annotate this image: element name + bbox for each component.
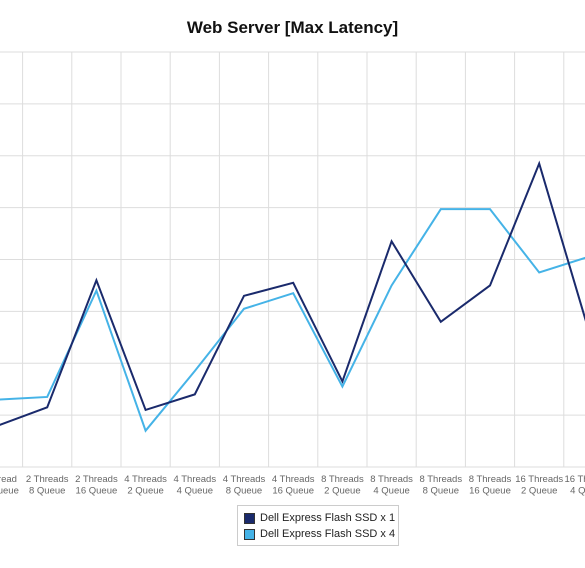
x-tick-label: 4 Threads 4 Queue — [173, 474, 216, 497]
x-tick-label-line: 4 Threads — [223, 474, 266, 485]
x-tick-label: 8 Threads 8 Queue — [419, 474, 462, 497]
series-line-1 — [0, 160, 585, 426]
x-tick-label-line: 8 Threads — [321, 474, 364, 485]
x-tick-label: 4 Threads 8 Queue — [223, 474, 266, 497]
x-tick-label-line: 16 Queue — [76, 486, 118, 497]
x-tick-label-line: 8 Queue — [29, 486, 65, 497]
x-tick-label-line: 2 Queue — [521, 486, 557, 497]
legend-swatch — [244, 512, 255, 524]
x-tick-label-line: 8 Threads — [370, 474, 413, 485]
x-tick-label: 4 Threads 16 Queue — [272, 474, 315, 497]
x-tick-label-line: 8 Queue — [226, 486, 262, 497]
gridlines — [0, 51, 585, 468]
legend-item: Dell Express Flash SSD x 1 — [244, 510, 396, 526]
x-tick-label: 8 Threads 16 Queue — [469, 474, 512, 497]
x-tick-label-line: 16 Queue — [469, 486, 511, 497]
x-tick-label-line: 4 Threads — [272, 474, 315, 485]
legend-label: Dell Express Flash SSD x 4 — [260, 528, 396, 540]
chart-title: Web Server [Max Latency] — [186, 18, 399, 37]
x-tick-label: 1 Thread16 Queue — [0, 474, 19, 497]
legend-item: Dell Express Flash SSD x 4 — [244, 526, 396, 542]
x-tick-label-line: 4 Threads — [124, 474, 167, 485]
x-tick-label-line: 2 Threads — [75, 474, 118, 485]
x-tick-label: 2 Threads 8 Queue — [26, 474, 69, 497]
x-tick-label-line: 2 Queue — [324, 486, 360, 497]
x-tick-label-line: 4 Queue — [177, 486, 213, 497]
x-tick-label-line: 1 Thread — [0, 474, 17, 485]
x-tick-label-line: 16 Threads — [515, 474, 563, 485]
legend-swatch — [244, 528, 255, 540]
x-tick-label: 16 Threads 2 Queue — [515, 474, 563, 497]
legend-label: Dell Express Flash SSD x 1 — [260, 512, 396, 524]
x-tick-label-line: 4 Threads — [173, 474, 216, 485]
x-tick-label-line: 8 Threads — [419, 474, 462, 485]
x-tick-label-line: 16 Queue — [0, 486, 19, 497]
x-tick-label-line: 4 Queue — [373, 486, 409, 497]
x-tick-label-line: 2 Threads — [26, 474, 69, 485]
chart-legend: Dell Express Flash SSD x 1 Dell Express F… — [237, 505, 399, 546]
x-tick-label-line: 2 Queue — [127, 486, 163, 497]
series-line-2 — [0, 208, 585, 433]
x-tick-label-line: 8 Queue — [423, 486, 459, 497]
x-tick-label-line: 16 Queue — [272, 486, 314, 497]
x-tick-label: 8 Threads 2 Queue — [321, 474, 364, 497]
x-tick-label: 8 Threads 4 Queue — [370, 474, 413, 497]
x-tick-label-line: 4 Queue — [570, 486, 585, 497]
x-tick-label: 4 Threads 2 Queue — [124, 474, 167, 497]
x-tick-label: 2 Threads 16 Queue — [75, 474, 118, 497]
x-tick-label-line: 16 Threads — [564, 474, 585, 485]
x-tick-label-line: 8 Threads — [469, 474, 512, 485]
